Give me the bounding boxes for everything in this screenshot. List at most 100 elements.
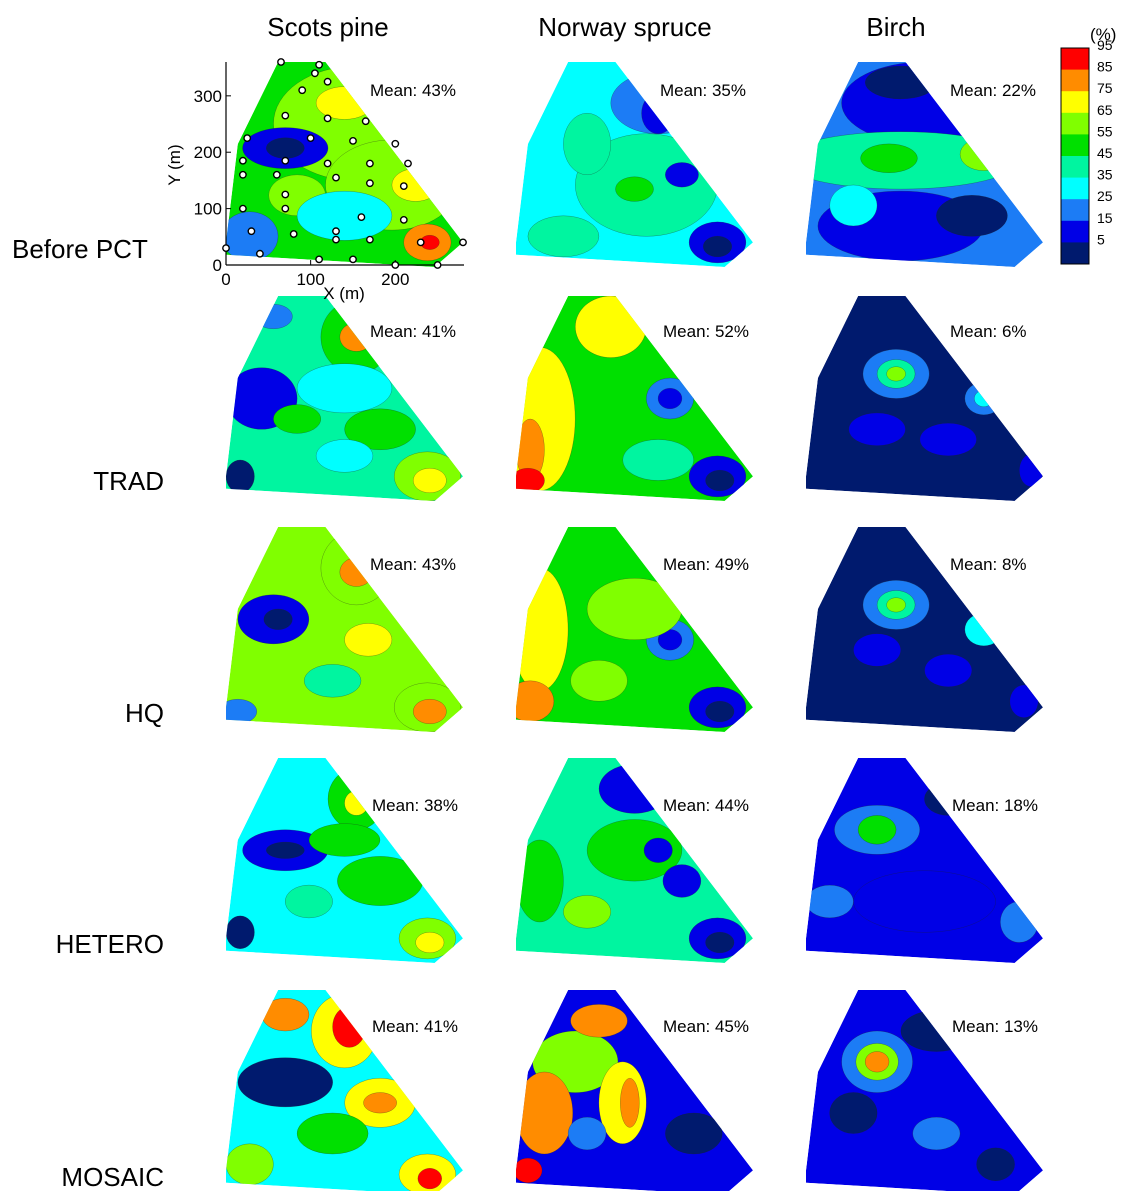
- contour-blob: [332, 1006, 367, 1048]
- row-label-mosaic: MOSAIC: [61, 1162, 164, 1191]
- contour-blob: [226, 915, 255, 949]
- colorbar-swatch: [1061, 69, 1089, 92]
- contour-blob: [339, 557, 374, 587]
- mean-label-r2-c1: Mean: 49%: [663, 555, 749, 574]
- contour-blob: [964, 1045, 1004, 1079]
- contour-blob: [415, 931, 445, 954]
- contour-blob: [964, 612, 1004, 647]
- contour-blob: [959, 137, 1008, 171]
- sample-point: [315, 60, 323, 69]
- contour-blob: [705, 700, 735, 723]
- panel-background: [226, 527, 463, 732]
- row-label-hq: HQ: [125, 698, 164, 728]
- sample-point: [281, 204, 290, 213]
- contour-blob: [296, 363, 393, 414]
- contour-blob: [315, 439, 374, 473]
- contour-blob: [344, 408, 416, 451]
- colorbar-swatch: [1061, 220, 1089, 243]
- colorbar-frame: [1060, 47, 1090, 265]
- contour-blob: [412, 467, 447, 494]
- contour-blob: [853, 633, 902, 667]
- panel-background: [226, 758, 463, 963]
- contour-blob: [563, 895, 612, 929]
- contour-blob: [226, 698, 258, 725]
- contour-blob: [263, 608, 293, 630]
- mean-label-r1-c1: Mean: 52%: [663, 322, 749, 341]
- mean-label-r4-c0: Mean: 41%: [372, 1017, 458, 1036]
- contour-blob: [829, 1092, 878, 1134]
- colorbar-tick-label: 95: [1097, 37, 1113, 53]
- mean-label-r3-c1: Mean: 44%: [663, 796, 749, 815]
- contour-blob: [657, 629, 683, 651]
- contour-blob: [860, 143, 918, 173]
- contour-blob: [622, 439, 694, 481]
- y-tick-label: 0: [213, 256, 222, 275]
- colorbar-tick-label: 15: [1097, 210, 1113, 226]
- sample-point: [349, 255, 357, 264]
- contour-blob: [226, 1143, 274, 1186]
- contour-blob: [936, 195, 1008, 237]
- contour-blob: [261, 997, 310, 1032]
- sample-point: [298, 86, 307, 95]
- contour-blob: [703, 235, 732, 258]
- contour-blob: [412, 698, 447, 725]
- sample-point: [310, 69, 319, 78]
- row-label-trad: TRAD: [93, 466, 164, 496]
- map-panel-r4-c1: [516, 990, 753, 1191]
- mean-label-r3-c2: Mean: 18%: [952, 796, 1038, 815]
- sample-point: [247, 227, 256, 236]
- contour-blob: [344, 790, 369, 816]
- contour-blob: [516, 1157, 543, 1183]
- contour-blob: [575, 296, 647, 358]
- contour-blob: [615, 176, 654, 202]
- mean-label-r4-c2: Mean: 13%: [952, 1017, 1038, 1036]
- contour-blob: [598, 763, 671, 814]
- contour-blob: [857, 815, 897, 845]
- contour-blob: [886, 597, 906, 613]
- contour-blob: [864, 1051, 890, 1073]
- sample-point: [272, 170, 281, 179]
- contour-blob: [1019, 453, 1043, 487]
- contour-blob: [273, 404, 322, 434]
- contour-blob: [586, 819, 683, 882]
- colorbar-swatch: [1061, 156, 1089, 179]
- contour-blob: [266, 841, 305, 859]
- sample-point: [238, 156, 247, 165]
- sample-point: [349, 136, 357, 145]
- contour-blob: [705, 931, 735, 954]
- sample-point: [365, 235, 374, 244]
- sample-point: [391, 139, 400, 148]
- colorbar-swatch: [1061, 134, 1089, 157]
- map-panel-r2-c2: [806, 527, 1043, 732]
- contour-blob: [303, 664, 362, 698]
- contour-blob: [296, 1112, 369, 1155]
- contour-blob: [643, 837, 673, 863]
- sample-point: [433, 261, 442, 269]
- contour-blob: [344, 623, 393, 657]
- contour-blob: [912, 1116, 961, 1151]
- map-panel-r3-c2: [806, 758, 1043, 963]
- contour-blob: [665, 162, 699, 188]
- contour-blob: [806, 884, 854, 919]
- panel-background: [806, 296, 1043, 501]
- contour-blob: [662, 864, 702, 898]
- x-tick-label: 0: [221, 270, 230, 289]
- contour-blob: [391, 168, 440, 202]
- contour-blob: [848, 412, 906, 446]
- sample-point: [399, 215, 408, 224]
- sample-point: [357, 213, 366, 222]
- contour-blob: [865, 65, 937, 100]
- colorbar-swatch: [1061, 177, 1089, 200]
- sample-point: [281, 190, 290, 199]
- sample-point: [238, 204, 247, 213]
- contour-blob: [516, 1071, 574, 1155]
- contour-blob: [296, 190, 393, 241]
- map-panel-r3-c1: [516, 758, 753, 963]
- contour-blob: [563, 112, 612, 176]
- contour-blob: [339, 322, 374, 352]
- column-header-scots-pine: Scots pine: [267, 12, 388, 42]
- sample-point: [365, 179, 374, 188]
- colorbar-swatch: [1061, 242, 1089, 265]
- sample-point: [361, 117, 370, 126]
